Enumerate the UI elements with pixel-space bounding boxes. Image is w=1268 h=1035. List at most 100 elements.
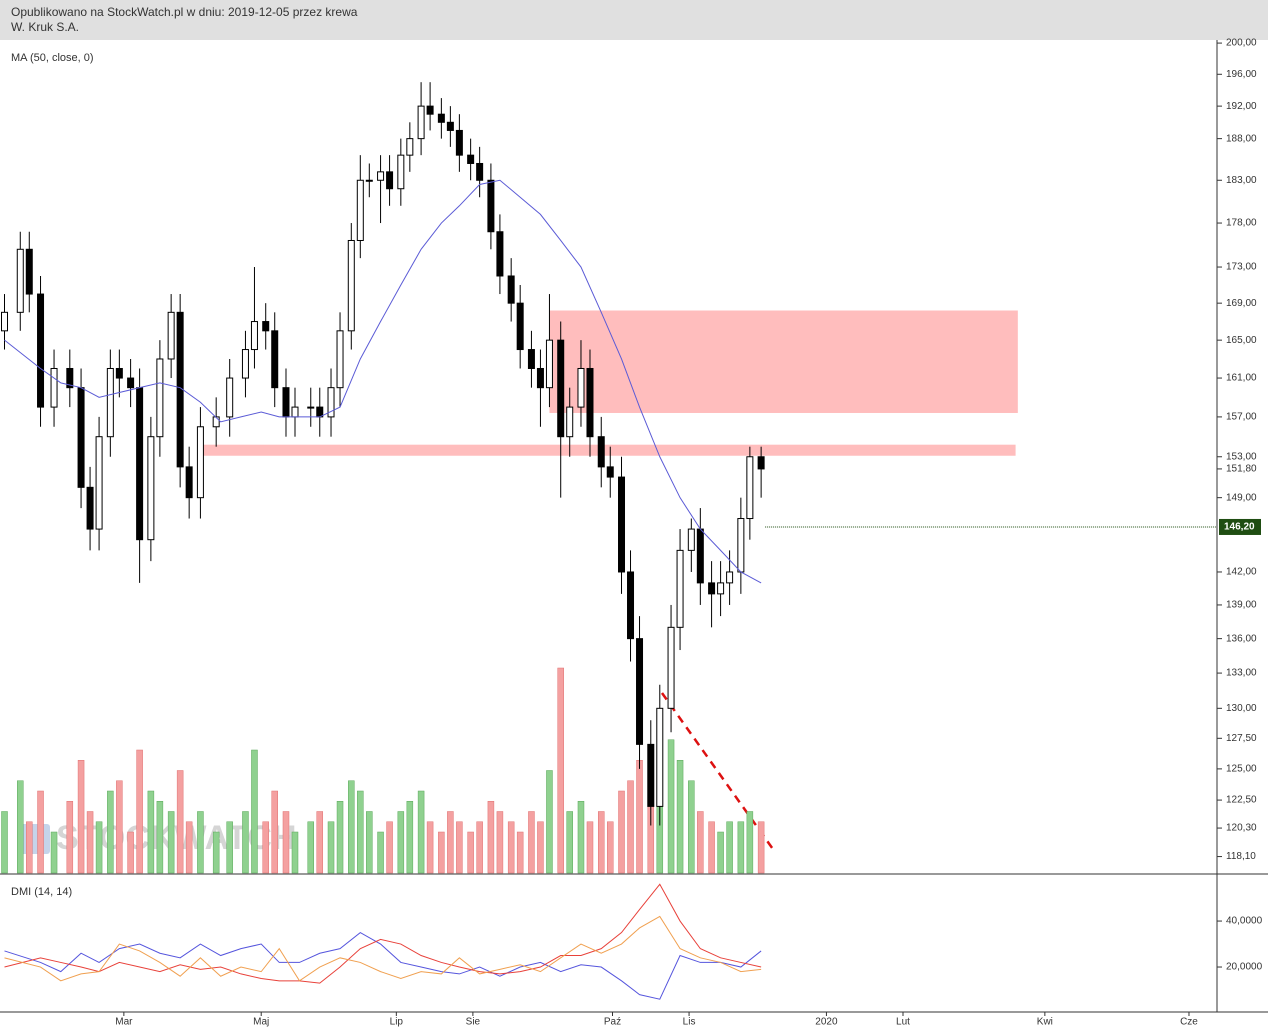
- candle-body: [271, 330, 279, 389]
- x-tick-label: Lis: [683, 1017, 696, 1028]
- candle-body: [185, 466, 193, 499]
- volume-bar: [487, 801, 495, 874]
- candle-body: [16, 248, 24, 313]
- candle-body: [597, 436, 605, 468]
- volume-bar: [77, 760, 85, 874]
- candle-body: [708, 582, 716, 595]
- candle-body: [476, 162, 484, 181]
- y-tick-label: 161,00: [1226, 373, 1257, 384]
- y-tick-label: 153,00: [1226, 451, 1257, 462]
- candle-body: [687, 528, 695, 551]
- x-tick-label: Sie: [466, 1017, 481, 1028]
- volume-bar: [116, 780, 123, 874]
- volume-bar: [50, 831, 58, 874]
- volume-bar: [226, 821, 233, 874]
- candle-body: [226, 377, 234, 418]
- volume-bar: [136, 749, 143, 874]
- y-tick-label: 122,50: [1226, 795, 1257, 806]
- volume-bar: [496, 811, 504, 874]
- candle-body: [336, 330, 344, 389]
- candle-body: [496, 231, 504, 277]
- volume-bar: [307, 821, 315, 874]
- y-tick-label: 136,00: [1226, 633, 1257, 644]
- y-tick-label: 178,00: [1226, 218, 1257, 229]
- volume-bar: [737, 821, 745, 874]
- x-tick-label: Mar: [115, 1017, 133, 1028]
- candle-body: [77, 387, 85, 488]
- candle-body: [291, 406, 299, 418]
- candle-body: [527, 349, 535, 369]
- candle-body: [212, 416, 220, 428]
- volume-bar: [586, 821, 594, 874]
- volume-bar: [212, 831, 220, 874]
- volume-bar: [316, 811, 324, 874]
- volume-bar: [327, 821, 335, 874]
- header-bar: [0, 0, 1268, 40]
- zone: [549, 310, 1018, 413]
- volume-bar: [467, 831, 474, 874]
- volume-bar: [618, 790, 625, 874]
- candle-body: [577, 367, 585, 408]
- volume-bar: [476, 821, 483, 874]
- y-tick-label: 125,00: [1226, 764, 1257, 775]
- volume-bar: [676, 760, 684, 874]
- candle-body: [636, 638, 644, 745]
- volume-bar: [107, 790, 114, 874]
- y-tick-label: 133,00: [1226, 668, 1257, 679]
- candle-body: [86, 486, 94, 530]
- candle-body: [262, 321, 270, 332]
- watermark-icon: [20, 824, 50, 854]
- y-tick-label: 120,30: [1226, 823, 1257, 834]
- volume-bar: [697, 811, 704, 874]
- candle-body: [557, 339, 565, 438]
- candle-body: [147, 436, 155, 541]
- volume-bar: [726, 821, 733, 874]
- instrument: W. Kruk S.A.: [11, 20, 79, 34]
- volume-bar: [708, 821, 715, 874]
- volume-bar: [507, 821, 515, 874]
- y-tick-label: 20,0000: [1226, 962, 1263, 973]
- x-tick-label: 2020: [815, 1017, 838, 1028]
- candle-body: [250, 321, 258, 351]
- volume-bar: [456, 821, 463, 874]
- candle-body: [196, 426, 204, 499]
- candle-body: [365, 179, 373, 182]
- volume-bar: [607, 821, 614, 874]
- y-tick-label: 127,50: [1226, 733, 1257, 744]
- candle-body: [406, 138, 414, 156]
- candle-body: [726, 571, 734, 584]
- ma-label: MA (50, close, 0): [11, 52, 94, 64]
- volume-bar: [357, 790, 364, 874]
- volume-bar: [397, 811, 405, 874]
- volume-bar: [336, 801, 344, 874]
- candle-body: [241, 349, 249, 379]
- volume-bar: [197, 811, 204, 874]
- volume-bar: [537, 821, 544, 874]
- candle-body: [136, 387, 144, 541]
- x-tick-label: Lip: [390, 1017, 404, 1028]
- candle-body: [667, 626, 675, 709]
- volume-bar: [17, 780, 24, 874]
- candle-body: [127, 377, 135, 389]
- volume-bar: [66, 801, 74, 874]
- trend-annotation: [660, 692, 777, 853]
- volume-bar: [1, 811, 8, 874]
- candle-body: [426, 105, 434, 115]
- price-marker-box: [1219, 518, 1261, 535]
- candle-body: [627, 571, 635, 640]
- volume-bar: [262, 821, 269, 874]
- volume-bar: [26, 821, 33, 874]
- candle-body: [115, 367, 123, 379]
- volume-bar: [366, 811, 373, 874]
- candle-body: [66, 367, 74, 389]
- candle-body: [757, 456, 765, 470]
- dmi-line: [4, 915, 762, 982]
- candle-body: [746, 456, 754, 520]
- candle-body: [377, 171, 385, 181]
- y-tick-label: 165,00: [1226, 335, 1257, 346]
- x-tick-label: Kwi: [1037, 1017, 1053, 1028]
- volume-bar: [271, 790, 278, 874]
- candle-body: [397, 154, 405, 190]
- volume-bar: [377, 831, 384, 874]
- zone: [200, 444, 1016, 456]
